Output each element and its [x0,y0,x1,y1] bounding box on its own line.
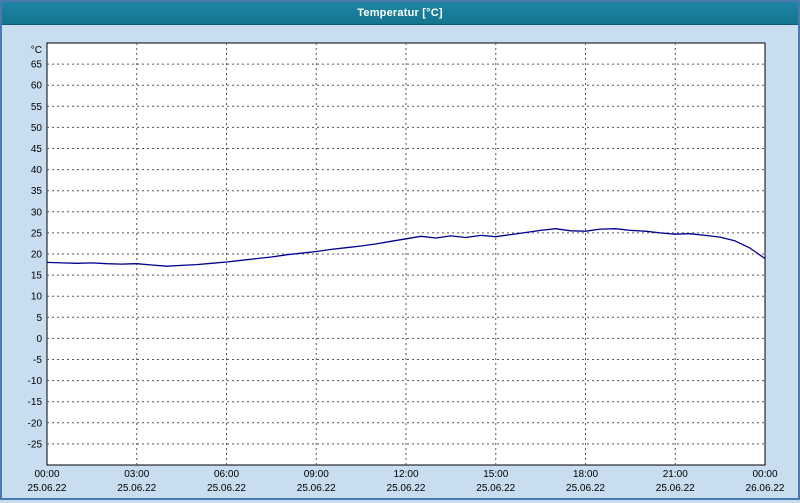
x-tick-time-label: 18:00 [573,469,598,480]
y-tick-label: 0 [36,334,42,345]
y-tick-label: 45 [31,144,43,155]
y-tick-label: 5 [36,313,42,324]
y-tick-label: -25 [28,439,43,450]
x-tick-date-label: 25.06.22 [117,483,156,494]
y-tick-label: 40 [31,165,43,176]
x-tick-date-label: 25.06.22 [476,483,515,494]
y-tick-label: 15 [31,271,43,282]
y-tick-label: -10 [28,376,43,387]
temperature-chart: 65605550454035302520151050-5-10-15-20-25… [28,42,785,494]
x-tick-date-label: 26.06.22 [746,483,785,494]
y-axis-unit-label: °C [31,45,42,56]
y-tick-label: 50 [31,123,43,134]
x-tick-date-label: 25.06.22 [28,483,67,494]
x-tick-date-label: 25.06.22 [566,483,605,494]
y-tick-label: 65 [31,60,43,71]
temperature-line [46,228,766,267]
y-tick-label: -5 [33,355,42,366]
chart-area: 65 60 55 50 45 40 35 30 25 20 15 10 5 0 -5 -10 -15 -20 -25… [2,25,798,498]
y-tick-label: -15 [28,397,43,408]
y-tick-label: 10 [31,292,43,303]
x-tick-time-label: 09:00 [304,469,329,480]
window-title-bar: Temperatur [°C] [2,2,798,25]
x-tick-time-label: 12:00 [393,469,418,480]
x-tick-time-label: 15:00 [483,469,508,480]
y-tick-label: 20 [31,250,43,261]
x-tick-date-label: 25.06.22 [656,483,695,494]
x-tick-date-label: 25.06.22 [297,483,336,494]
x-tick-time-label: 00:00 [34,469,59,480]
x-tick-time-label: 00:00 [752,469,777,480]
y-tick-label: 35 [31,186,43,197]
y-tick-label: 25 [31,228,43,239]
x-tick-date-label: 25.06.22 [207,483,246,494]
x-tick-time-label: 03:00 [124,469,149,480]
x-tick-date-label: 25.06.22 [387,483,426,494]
window-title: Temperatur [°C] [357,7,443,19]
y-tick-label: 55 [31,102,43,113]
x-tick-time-label: 21:00 [663,469,688,480]
y-tick-label: 30 [31,207,43,218]
y-tick-label: 60 [31,81,43,92]
y-tick-label: -20 [28,418,43,429]
x-tick-time-label: 06:00 [214,469,239,480]
